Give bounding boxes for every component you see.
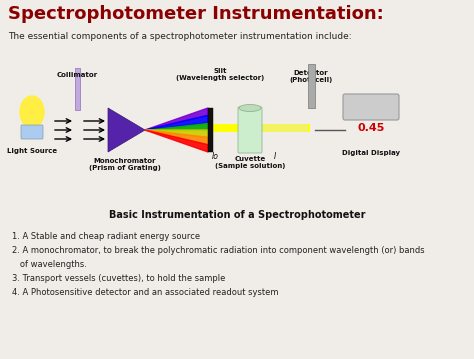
Text: Light Source: Light Source	[7, 148, 57, 154]
Polygon shape	[145, 130, 208, 152]
FancyBboxPatch shape	[21, 125, 43, 139]
Polygon shape	[145, 123, 208, 130]
Text: Monochromator
(Prism of Grating): Monochromator (Prism of Grating)	[89, 158, 161, 171]
Text: 2. A monochromator, to break the polychromatic radiation into component waveleng: 2. A monochromator, to break the polychr…	[12, 246, 425, 255]
FancyBboxPatch shape	[212, 124, 310, 132]
Text: Io: Io	[211, 152, 219, 161]
FancyBboxPatch shape	[208, 108, 213, 152]
Text: 3. Transport vessels (cuvettes), to hold the sample: 3. Transport vessels (cuvettes), to hold…	[12, 274, 225, 283]
Text: Spectrophotometer Instrumentation:: Spectrophotometer Instrumentation:	[8, 5, 384, 23]
Text: Detector
(Photocell): Detector (Photocell)	[289, 70, 333, 83]
FancyBboxPatch shape	[343, 94, 399, 120]
Text: The essential components of a spectrophotometer instrumentation include:: The essential components of a spectropho…	[8, 32, 352, 41]
Text: Slit
(Wavelength selector): Slit (Wavelength selector)	[176, 68, 264, 81]
FancyBboxPatch shape	[308, 64, 315, 108]
FancyBboxPatch shape	[262, 124, 308, 132]
Text: 4. A Photosensitive detector and an associated readout system: 4. A Photosensitive detector and an asso…	[12, 288, 279, 297]
Text: Digital Display: Digital Display	[342, 150, 400, 156]
Text: Collimator: Collimator	[56, 72, 98, 78]
Polygon shape	[145, 130, 208, 137]
Text: I: I	[274, 152, 276, 161]
FancyBboxPatch shape	[238, 107, 262, 153]
Text: Cuvette
(Sample solution): Cuvette (Sample solution)	[215, 156, 285, 169]
Text: 0.45: 0.45	[357, 123, 385, 133]
Text: 1. A Stable and cheap radiant energy source: 1. A Stable and cheap radiant energy sou…	[12, 232, 200, 241]
Text: of wavelengths.: of wavelengths.	[12, 260, 87, 269]
Polygon shape	[145, 108, 208, 130]
Text: Basic Instrumentation of a Spectrophotometer: Basic Instrumentation of a Spectrophotom…	[109, 210, 365, 220]
Polygon shape	[145, 115, 208, 130]
FancyBboxPatch shape	[75, 68, 80, 110]
Polygon shape	[108, 108, 145, 152]
Ellipse shape	[239, 104, 261, 112]
Polygon shape	[145, 130, 208, 145]
Ellipse shape	[20, 96, 44, 128]
